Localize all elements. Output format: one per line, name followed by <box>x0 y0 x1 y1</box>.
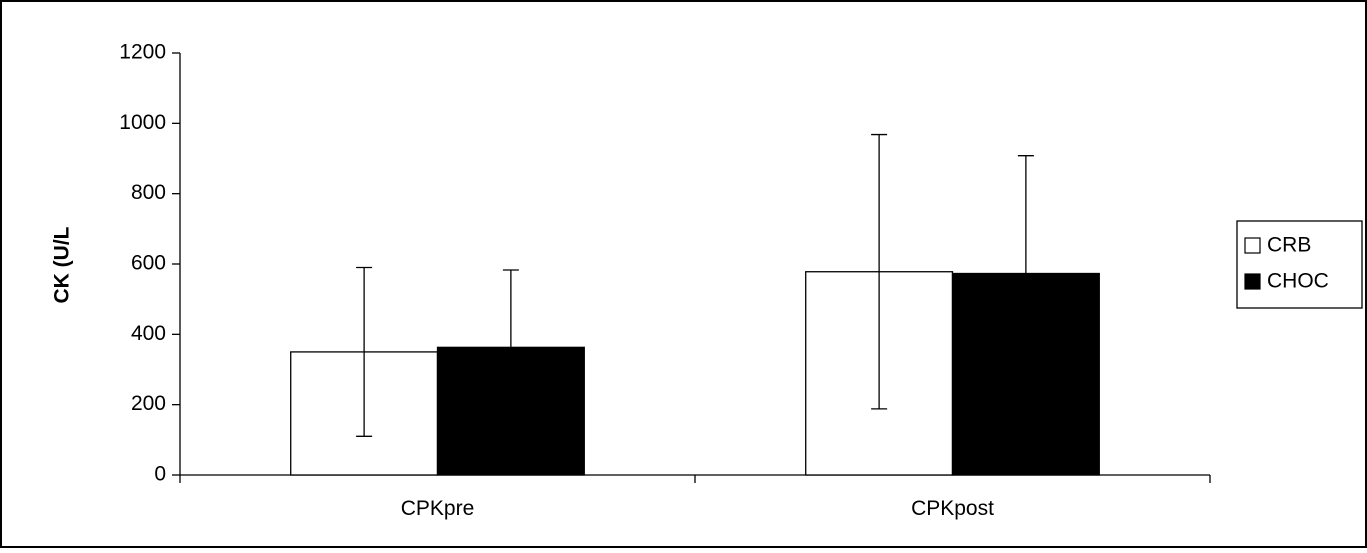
legend-box <box>1236 220 1363 309</box>
legend-swatch-choc <box>1244 273 1261 290</box>
y-tick-label: 0 <box>154 463 166 486</box>
legend-swatch-crb <box>1244 237 1261 254</box>
legend-label-choc: CHOC <box>1267 270 1329 293</box>
y-tick-label: 600 <box>131 252 166 275</box>
y-tick-label: 400 <box>131 322 166 345</box>
legend-label-crb: CRB <box>1267 234 1311 257</box>
legend: CRB CHOC <box>1236 220 1363 309</box>
y-axis-label: CK (U/L <box>51 226 74 303</box>
plot-area: 0 200 400 600 800 1000 1200 CPKpre CPKpost <box>119 41 1211 520</box>
x-category-label: CPKpost <box>911 497 994 520</box>
y-tick-label: 1200 <box>119 41 166 64</box>
y-tick-label: 1000 <box>119 111 166 134</box>
x-category-label: CPKpre <box>401 497 475 520</box>
y-tick-label: 800 <box>131 181 166 204</box>
y-tick-label: 200 <box>131 392 166 415</box>
